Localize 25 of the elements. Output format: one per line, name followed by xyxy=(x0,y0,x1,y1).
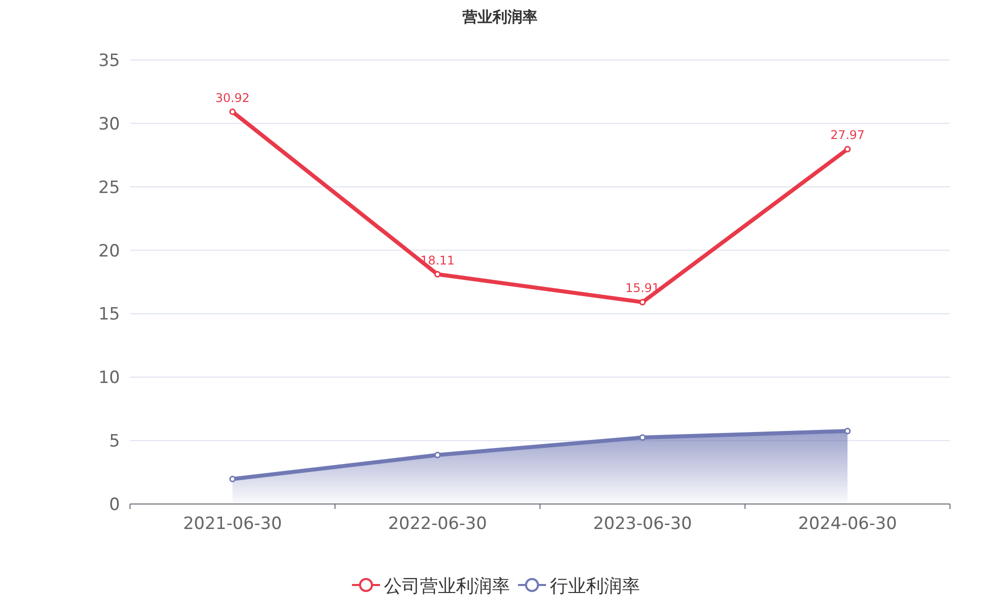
data-label: 30.92 xyxy=(215,90,250,105)
point xyxy=(639,434,646,441)
x-tick-label: 2022-06-30 xyxy=(388,514,487,534)
data-label: 27.97 xyxy=(830,128,865,142)
legend-label: 行业利润率 xyxy=(550,576,640,597)
point xyxy=(434,452,441,458)
point xyxy=(844,428,851,434)
y-tick-label: 35 xyxy=(98,51,120,71)
y-tick-label: 15 xyxy=(98,304,120,325)
point xyxy=(639,298,646,306)
point xyxy=(229,108,236,116)
x-tick-label: 2024-06-30 xyxy=(798,514,897,534)
x-tick-label: 2023-06-30 xyxy=(593,514,692,534)
x-tick-label: 2021-06-30 xyxy=(183,514,282,534)
y-tick-label: 0 xyxy=(109,495,120,515)
legend-label: 公司营业利润率 xyxy=(384,576,510,597)
point xyxy=(844,146,851,152)
y-tick-label: 30 xyxy=(98,114,120,134)
y-tick-label: 20 xyxy=(98,241,120,262)
y-tick-label: 5 xyxy=(109,432,120,452)
y-tick-label: 25 xyxy=(98,178,120,198)
point xyxy=(434,271,441,278)
chart-title: 营业利润率 xyxy=(462,8,538,26)
y-tick-label: 10 xyxy=(98,368,120,388)
point xyxy=(229,476,236,482)
